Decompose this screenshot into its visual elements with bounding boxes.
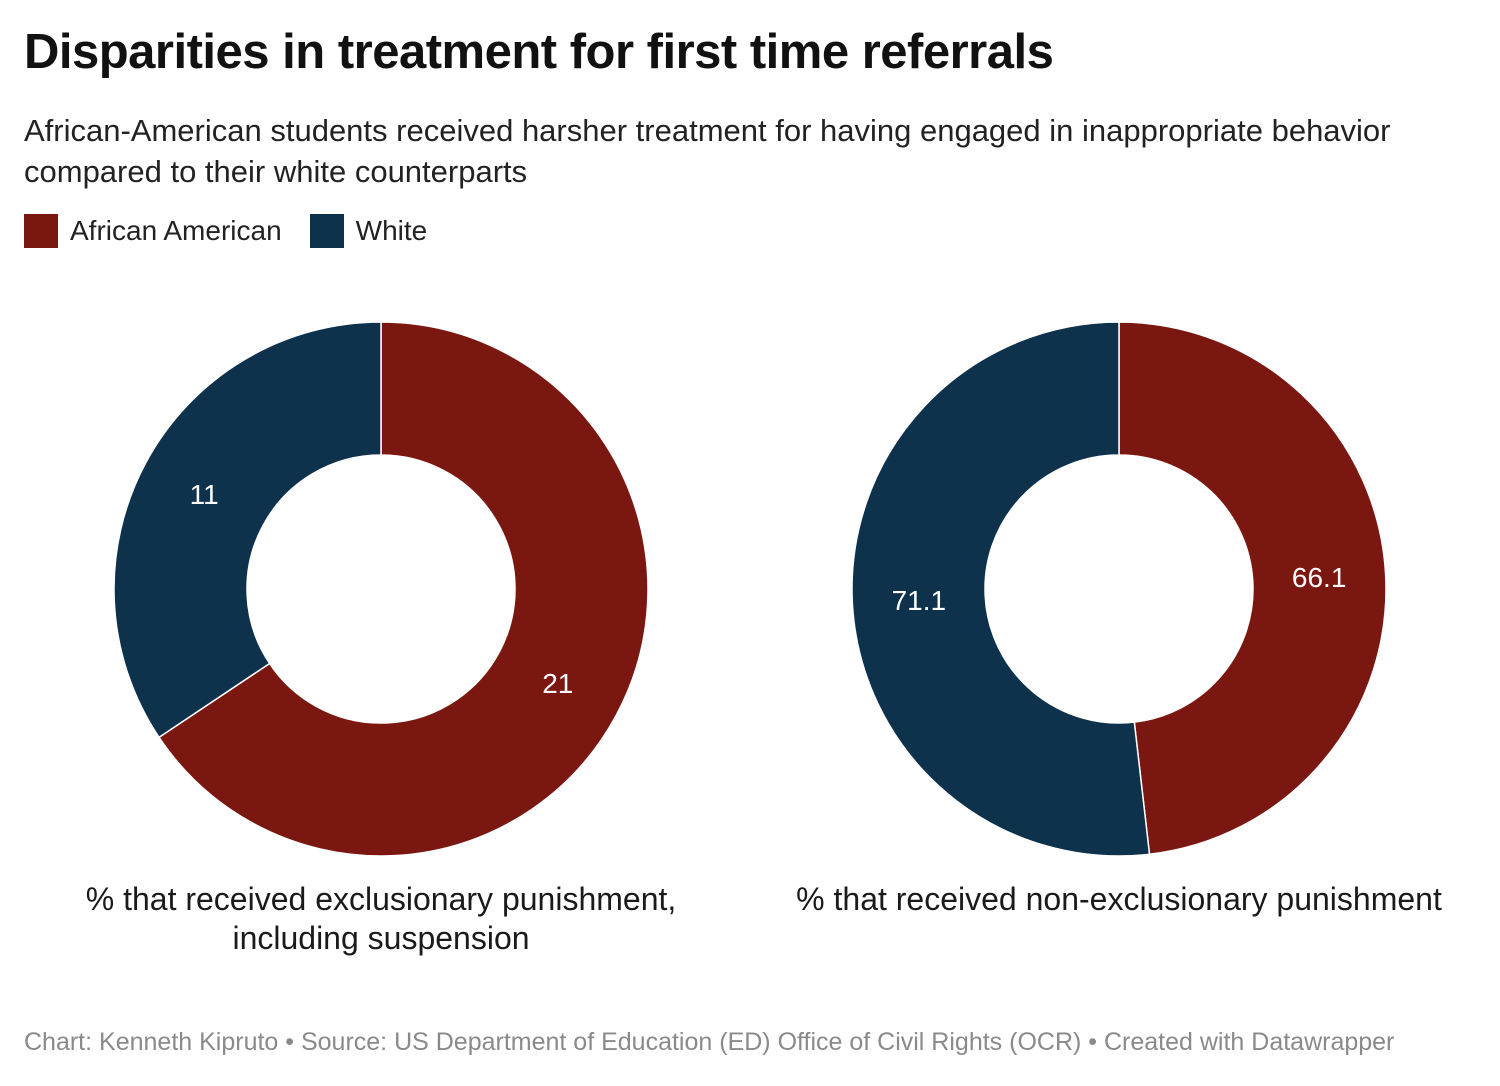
donut-exclusionary-label-african-american: 21 [542, 668, 573, 699]
legend-swatch-african-american [24, 214, 58, 248]
legend-swatch-white [309, 214, 344, 248]
donut-exclusionary-slice-african-american [157, 321, 649, 857]
legend-label-african-american: African American [70, 215, 282, 246]
donut-exclusionary-slice-white [113, 321, 382, 739]
legend: African American White [24, 214, 455, 248]
chart-subtitle: African-American students received harsh… [24, 113, 1391, 189]
donut-caption-non-exclusionary: % that received non-exclusionary punishm… [796, 881, 1442, 917]
donut-non-exclusionary-slice-white [851, 321, 1151, 857]
donut-caption-exclusionary: % that received exclusionary punishment,… [85, 881, 677, 956]
donut-non-exclusionary-label-african-american: 66.1 [1292, 562, 1347, 593]
donut-non-exclusionary-label-white: 71.1 [892, 585, 947, 616]
donut-non-exclusionary-slice-african-american [1118, 321, 1387, 856]
legend-item-white: White [309, 214, 428, 248]
donut-exclusionary-label-white: 11 [190, 479, 219, 510]
chart-title: Disparities in treatment for first time … [24, 25, 1054, 79]
legend-item-african-american: African American [24, 214, 282, 248]
chart-footer: Chart: Kenneth Kipruto • Source: US Depa… [24, 1028, 1395, 1056]
legend-label-white: White [355, 215, 428, 246]
